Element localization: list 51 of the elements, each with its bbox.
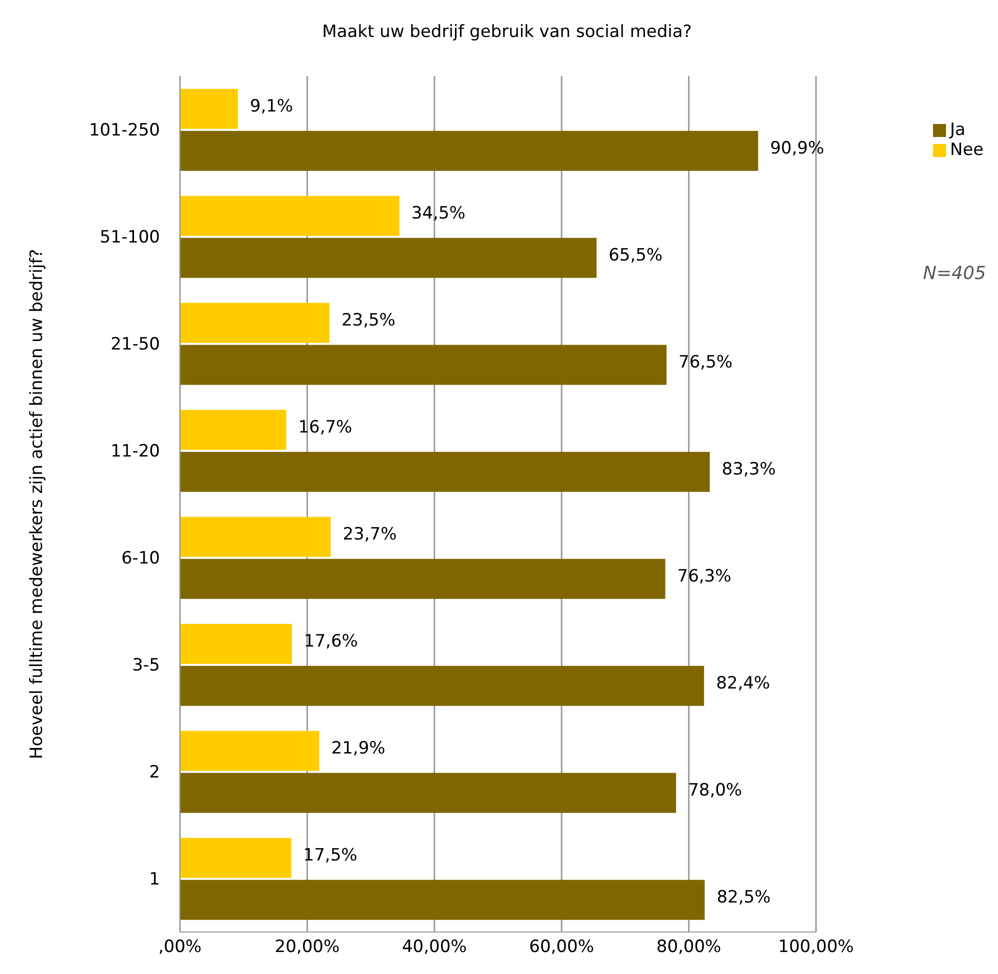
- bar: [180, 452, 710, 492]
- bar: [180, 880, 705, 920]
- bar: [180, 558, 666, 599]
- bar: [180, 838, 292, 878]
- y-tick-label: 11-20: [110, 442, 160, 462]
- data-label: 76,5%: [678, 352, 733, 372]
- data-label: 82,4%: [716, 673, 770, 694]
- x-tick-label: 80,00%: [656, 937, 722, 958]
- data-label: 17,6%: [304, 631, 358, 652]
- bar: [180, 196, 400, 236]
- bar: [180, 410, 286, 450]
- chart-title: Maakt uw bedrijf gebruik van social media?: [321, 22, 693, 42]
- bar: [180, 88, 238, 129]
- bar: [180, 516, 331, 557]
- bar: [180, 130, 758, 171]
- data-label: 34,5%: [411, 203, 466, 224]
- y-axis-title: Hoeveel fulltime medewerkers zijn actief binnen uw bedrijf?: [27, 248, 48, 760]
- data-label: 76,3%: [677, 566, 732, 586]
- data-label: 83,3%: [722, 459, 776, 480]
- legend-label: Ja: [950, 120, 966, 140]
- y-tick-label: 2: [149, 762, 160, 783]
- bar: [180, 772, 676, 813]
- bar: [180, 624, 292, 664]
- y-tick-label: 3-5: [132, 656, 160, 676]
- bar: [180, 730, 320, 771]
- data-label: 21,9%: [331, 738, 386, 758]
- bar: [180, 666, 704, 706]
- data-label: 16,7%: [298, 417, 352, 438]
- data-label: 82,5%: [716, 887, 771, 908]
- x-tick-label: 40,00%: [402, 937, 467, 958]
- x-tick-label: 60,00%: [529, 937, 594, 958]
- bar: [180, 344, 667, 385]
- data-label: 65,5%: [608, 245, 663, 266]
- data-label: 90,9%: [770, 138, 824, 158]
- data-label: 17,5%: [303, 845, 358, 866]
- legend-label: Nee: [950, 140, 984, 160]
- y-tick-label: 51-100: [100, 228, 160, 248]
- text: N=405: [923, 263, 986, 284]
- y-tick-label: 6-10: [121, 548, 160, 569]
- x-tick-label: 100,00%: [778, 937, 854, 958]
- data-label: 9,1%: [250, 96, 294, 116]
- y-tick-label: 21-50: [110, 334, 160, 355]
- data-label: 23,5%: [341, 310, 396, 330]
- y-tick-label: 101-250: [88, 120, 160, 141]
- data-label: 78,0%: [688, 780, 742, 800]
- bar: [180, 302, 330, 343]
- x-tick-label: ,00%: [158, 937, 202, 958]
- bar: [180, 238, 597, 278]
- y-tick-label: 1: [149, 870, 160, 890]
- data-label: 23,7%: [342, 524, 397, 544]
- x-tick-label: 20,00%: [274, 937, 340, 958]
